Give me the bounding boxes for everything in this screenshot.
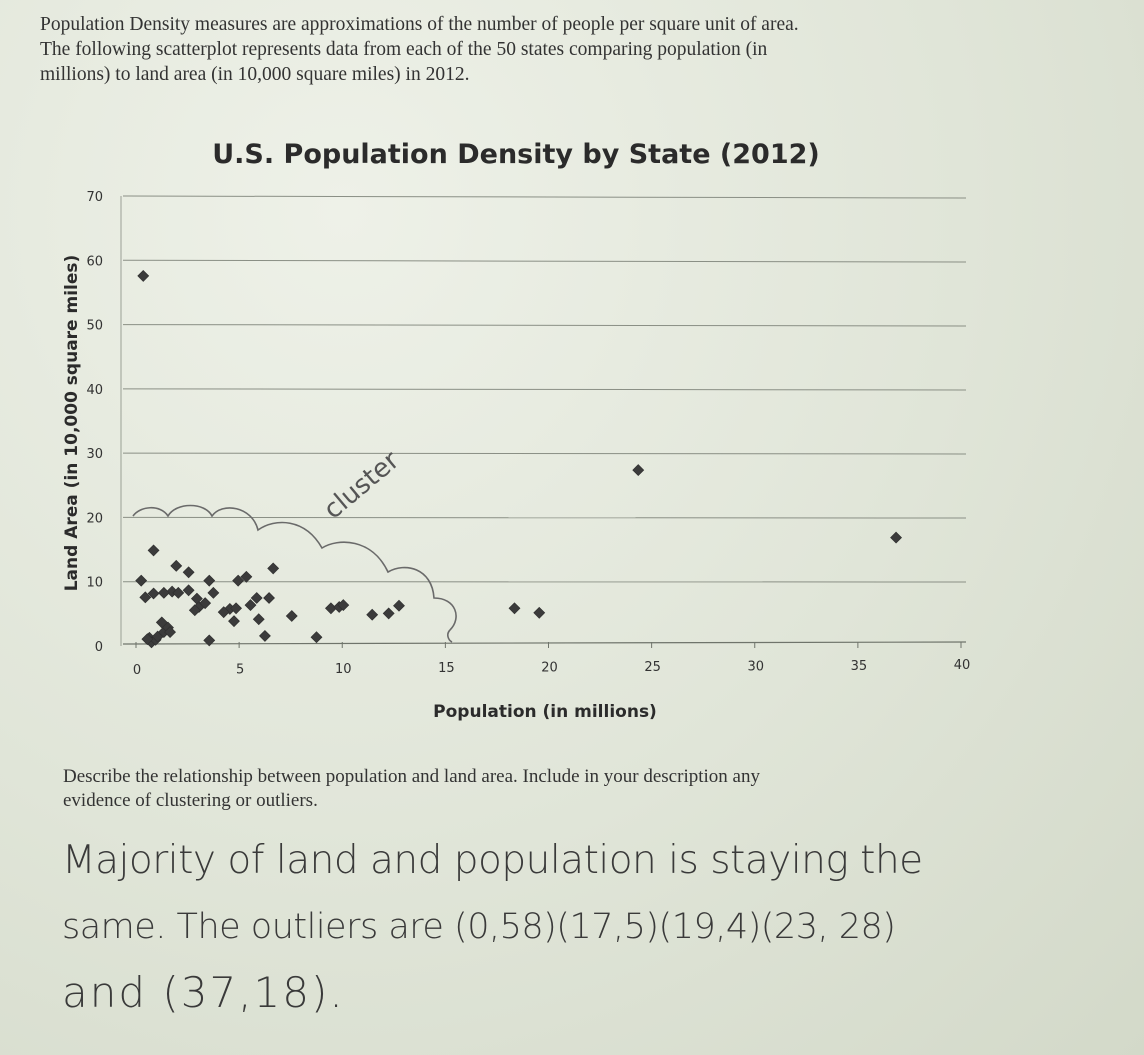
data-point [199,597,212,610]
answer-line-3: and (37,18). [62,968,345,1017]
cluster-label: cluster [318,445,405,525]
cluster-hook [447,629,453,643]
gridline-y-50 [122,324,967,327]
y-tick-label: 0 [95,640,103,655]
x-tick-label: 20 [541,661,558,676]
answer-line-1: Majority of land and population is stayi… [62,838,923,883]
data-point [164,626,176,638]
y-tick-label: 50 [86,319,103,334]
data-point [230,602,242,615]
intro-line-2: The following scatterplot represents dat… [40,39,768,60]
axes [120,196,967,648]
x-tick-label: 30 [747,659,764,674]
chart-title: U.S. Population Density by State (2012) [212,139,820,170]
data-point [135,574,148,587]
intro-text: Population Density measures are approxim… [40,12,1090,87]
data-point [139,591,152,604]
data-point [508,602,521,615]
data-point [250,592,263,604]
intro-line-1: Population Density measures are approxim… [40,14,799,35]
cluster-annotation: cluster [132,445,457,643]
data-point [232,574,245,587]
y-tick-label: 30 [86,447,103,462]
y-tick-label: 10 [86,576,103,591]
x-tick-label: 35 [851,659,868,674]
data-point [147,544,160,557]
y-tick-labels: 0 10 20 30 40 50 60 70 [86,190,103,655]
x-tick-label: 40 [954,658,971,673]
intro-line-3: millions) to land area (in 10,000 square… [40,64,470,85]
data-point [188,604,201,617]
data-point [285,610,298,622]
data-point [632,464,645,476]
gridline-y-70 [122,195,967,199]
data-point [252,613,265,626]
gridline-y-40 [122,388,967,391]
x-tick-label: 10 [335,662,352,677]
answer-line-2: same. The outliers are (0,58)(17,5)(19,4… [62,907,896,947]
x-tick-label: 15 [438,661,455,676]
data-point [137,270,150,282]
data-point [240,570,253,583]
gridline-y-30 [122,452,967,455]
handwritten-answer: Majority of land and population is stayi… [62,828,1137,1026]
x-axis-title: Population (in millions) [433,702,657,722]
data-point [228,615,240,628]
y-tick-label: 60 [86,254,103,269]
data-point [267,562,280,575]
gridline-y-20 [122,516,967,519]
data-point [310,631,323,644]
question-line-2: evidence of clustering or outliers. [63,790,318,811]
data-point [393,599,405,612]
gridline-y-60 [122,259,967,263]
x-tick-label: 25 [644,660,661,675]
data-point [182,566,195,579]
y-tick-label: 20 [86,511,103,526]
data-point [170,559,183,572]
data-point [172,586,185,599]
question-text: Describe the relationship between popula… [63,765,1063,813]
data-point [244,599,257,611]
data-point [382,607,395,620]
data-point [217,606,230,619]
x-tick-label: 0 [133,663,141,678]
x-axis-line [122,641,967,645]
data-point [337,599,350,611]
data-point [259,630,271,642]
data-point [141,633,154,646]
data-point [203,634,216,647]
data-point [203,574,216,587]
data-points [135,270,902,649]
data-point [890,531,902,544]
data-point [157,586,170,599]
cluster-outline [132,504,457,631]
data-point [147,587,160,600]
data-point [263,592,275,604]
data-point [533,606,546,619]
y-tick-label: 70 [86,190,103,205]
question-line-1: Describe the relationship between popula… [63,766,760,787]
data-point [366,608,379,621]
y-tick-label: 40 [86,383,103,398]
data-point [207,586,220,599]
gridlines [122,195,967,583]
x-tick-labels: 0 5 10 15 20 25 30 35 40 [133,658,970,678]
scatter-chart: U.S. Population Density by State (2012) … [62,139,970,722]
y-axis-title: Land Area (in 10,000 square miles) [62,255,82,592]
data-point [182,584,195,597]
x-tick-label: 5 [236,662,244,677]
